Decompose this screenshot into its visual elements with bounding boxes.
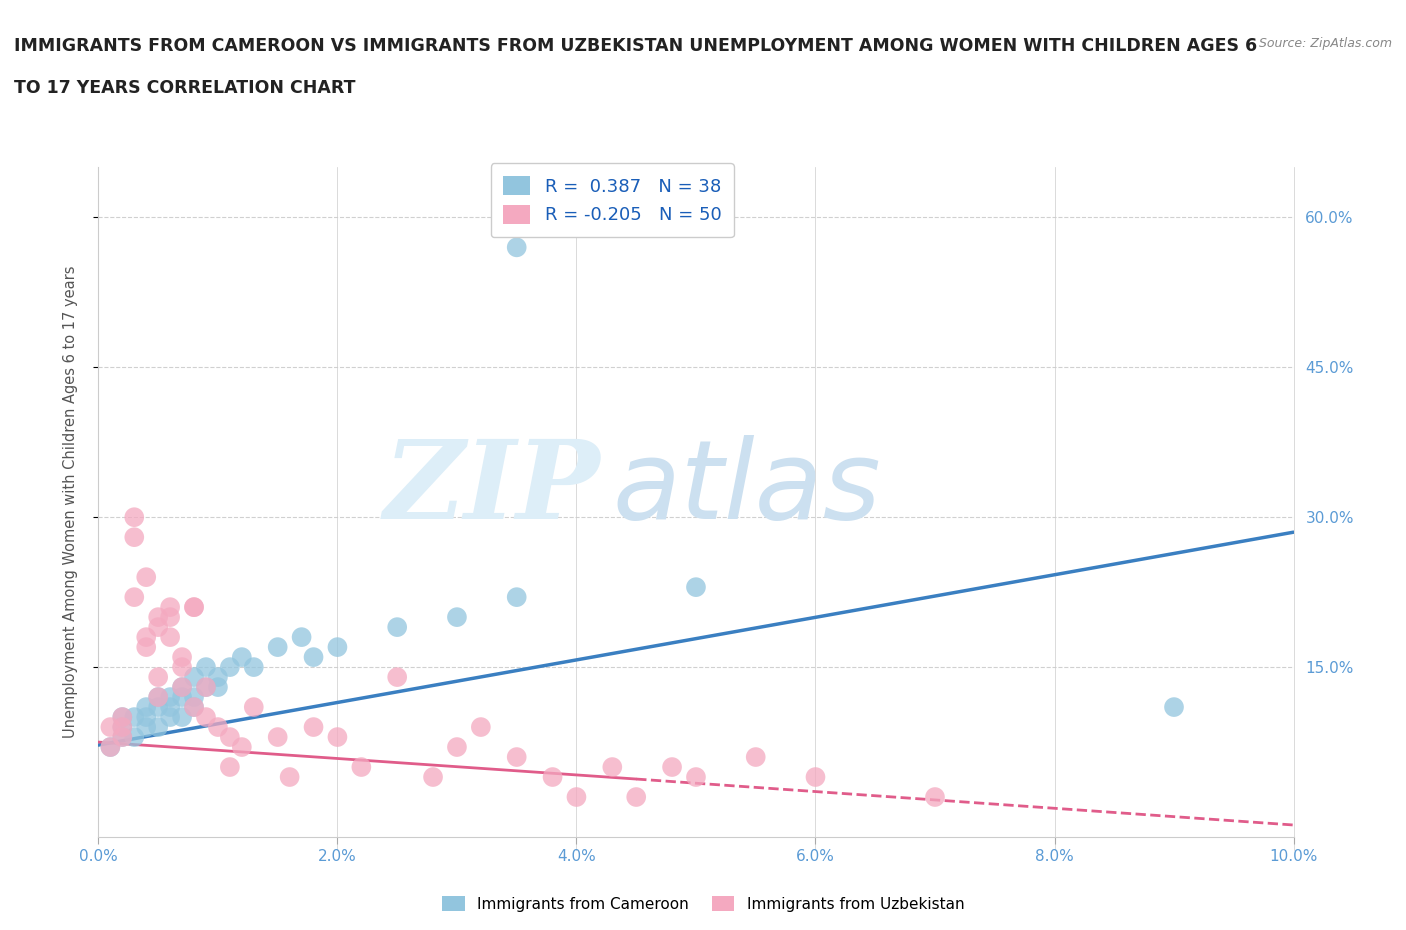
Point [506,590,529,604]
Point [231,650,253,665]
Point [135,570,157,585]
Point [745,750,768,764]
Point [111,730,134,745]
Point [183,699,205,714]
Point [111,710,134,724]
Point [148,720,170,735]
Text: TO 17 YEARS CORRELATION CHART: TO 17 YEARS CORRELATION CHART [14,79,356,97]
Point [470,720,492,735]
Point [148,690,170,705]
Point [183,690,205,705]
Point [159,690,181,705]
Point [148,699,170,714]
Point [111,720,134,735]
Point [685,579,707,594]
Point [195,680,218,695]
Point [602,760,624,775]
Point [219,730,242,745]
Point [148,690,170,705]
Point [148,610,170,625]
Point [446,610,468,625]
Point [100,739,122,754]
Point [506,240,529,255]
Point [124,590,146,604]
Point [506,750,529,764]
Text: ZIP: ZIP [384,435,600,542]
Point [135,710,157,724]
Point [267,730,290,745]
Point [661,760,683,775]
Point [195,710,218,724]
Point [207,720,229,735]
Point [135,640,157,655]
Point [326,640,349,655]
Legend: R =  0.387   N = 38, R = -0.205   N = 50: R = 0.387 N = 38, R = -0.205 N = 50 [491,163,734,237]
Point [924,790,946,804]
Text: Source: ZipAtlas.com: Source: ZipAtlas.com [1258,37,1392,50]
Point [565,790,588,804]
Text: IMMIGRANTS FROM CAMEROON VS IMMIGRANTS FROM UZBEKISTAN UNEMPLOYMENT AMONG WOMEN : IMMIGRANTS FROM CAMEROON VS IMMIGRANTS F… [14,37,1257,55]
Point [243,699,266,714]
Point [159,630,181,644]
Point [135,630,157,644]
Point [148,670,170,684]
Point [172,680,194,695]
Point [172,710,194,724]
Point [804,770,827,785]
Point [148,619,170,634]
Point [422,770,444,785]
Point [219,659,242,674]
Point [267,640,290,655]
Point [1163,699,1185,714]
Point [111,730,134,745]
Point [243,659,266,674]
Point [124,530,146,545]
Legend: Immigrants from Cameroon, Immigrants from Uzbekistan: Immigrants from Cameroon, Immigrants fro… [436,889,970,918]
Point [626,790,648,804]
Point [291,630,314,644]
Point [159,610,181,625]
Point [183,600,205,615]
Text: atlas: atlas [613,435,882,542]
Point [207,670,229,684]
Point [219,760,242,775]
Point [172,659,194,674]
Point [183,699,205,714]
Point [385,619,409,634]
Point [385,670,409,684]
Point [159,710,181,724]
Point [195,659,218,674]
Point [207,680,229,695]
Point [135,720,157,735]
Point [446,739,468,754]
Point [326,730,349,745]
Point [135,699,157,714]
Point [302,720,325,735]
Point [231,739,253,754]
Point [124,710,146,724]
Point [100,720,122,735]
Point [111,710,134,724]
Point [159,600,181,615]
Point [124,510,146,525]
Point [159,699,181,714]
Point [100,739,122,754]
Point [172,650,194,665]
Y-axis label: Unemployment Among Women with Children Ages 6 to 17 years: Unemployment Among Women with Children A… [63,266,77,738]
Point [195,680,218,695]
Point [111,720,134,735]
Point [685,770,707,785]
Point [541,770,564,785]
Point [278,770,301,785]
Point [172,690,194,705]
Point [183,670,205,684]
Point [172,680,194,695]
Point [350,760,373,775]
Point [124,730,146,745]
Point [302,650,325,665]
Point [183,600,205,615]
